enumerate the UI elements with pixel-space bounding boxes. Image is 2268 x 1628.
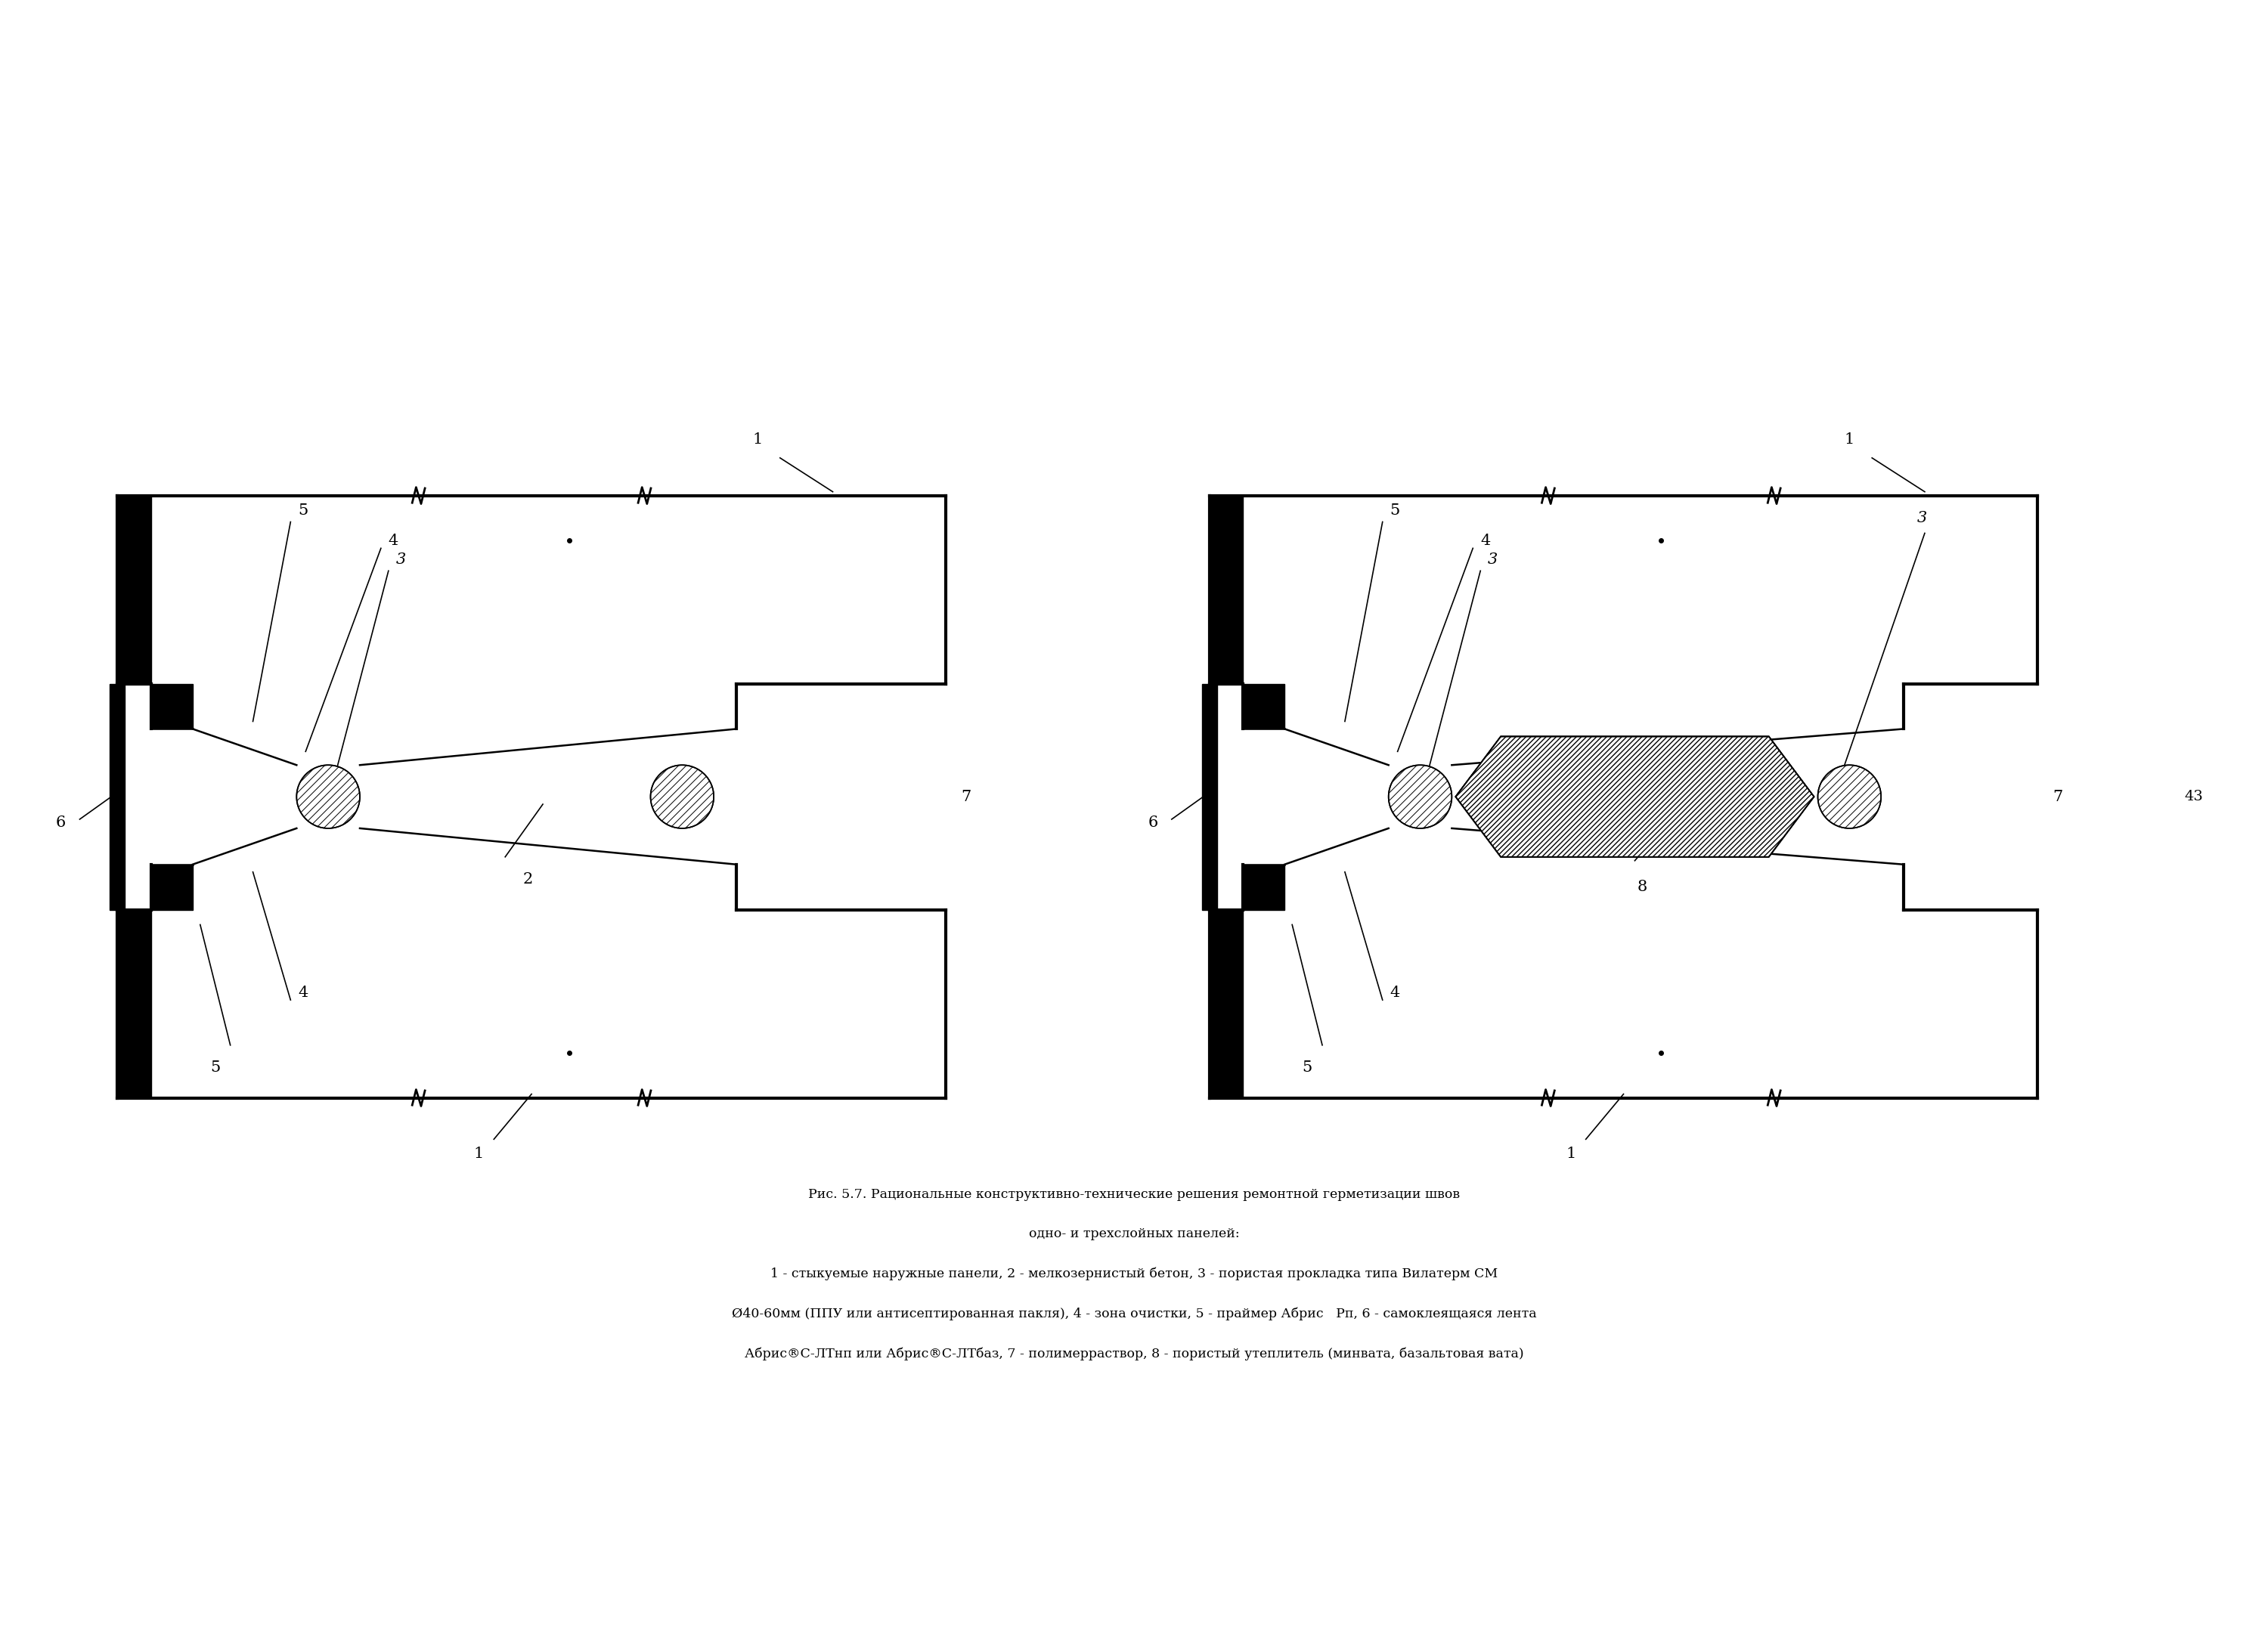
Text: 1: 1 [1565, 1146, 1576, 1161]
Text: 5: 5 [1390, 503, 1399, 518]
Polygon shape [1456, 736, 1814, 856]
Polygon shape [118, 864, 193, 1097]
Text: 7: 7 [962, 790, 971, 804]
Text: 4: 4 [1481, 534, 1490, 549]
Polygon shape [109, 684, 125, 910]
Text: 3: 3 [1916, 511, 1928, 526]
Text: 7: 7 [2053, 790, 2064, 804]
Text: 5: 5 [297, 503, 308, 518]
Text: 6: 6 [1148, 816, 1159, 830]
Text: 1: 1 [753, 433, 762, 446]
Circle shape [1817, 765, 1880, 829]
Text: 3: 3 [1488, 552, 1497, 567]
Text: 3: 3 [397, 552, 406, 567]
Text: 4: 4 [388, 534, 399, 549]
Text: 6: 6 [57, 816, 66, 830]
Text: 8: 8 [1637, 879, 1647, 894]
Text: 1 - стыкуемые наружные панели, 2 - мелкозернистый бетон, 3 - пористая прокладка : 1 - стыкуемые наружные панели, 2 - мелко… [771, 1267, 1497, 1281]
Text: 1: 1 [1844, 433, 1855, 446]
Text: Рис. 5.7. Рациональные конструктивно-технические решения ремонтной герметизации : Рис. 5.7. Рациональные конструктивно-тех… [807, 1188, 1461, 1201]
Polygon shape [1209, 864, 1284, 1097]
Polygon shape [118, 495, 193, 729]
Text: 43: 43 [2184, 790, 2204, 804]
Polygon shape [1202, 684, 1218, 910]
Text: 4: 4 [1390, 985, 1399, 1000]
Text: 5: 5 [1302, 1060, 1313, 1074]
Circle shape [651, 765, 714, 829]
Text: 1: 1 [474, 1146, 483, 1161]
Text: 4: 4 [297, 985, 308, 1000]
Circle shape [1388, 765, 1452, 829]
Text: Абрис®C-ЛТнп или Абрис®C-ЛТбаз, 7 - полимерраствор, 8 - пористый утеплитель (мин: Абрис®C-ЛТнп или Абрис®C-ЛТбаз, 7 - поли… [744, 1346, 1524, 1361]
Text: Ø40-60мм (ППУ или антисептированная пакля), 4 - зона очистки, 5 - праймер Абрис : Ø40-60мм (ППУ или антисептированная пакл… [733, 1307, 1535, 1320]
Text: одно- и трехслойных панелей:: одно- и трехслойных панелей: [1030, 1228, 1238, 1241]
Circle shape [297, 765, 361, 829]
Text: 5: 5 [211, 1060, 220, 1074]
Text: 2: 2 [522, 873, 533, 886]
Polygon shape [1209, 495, 1284, 729]
